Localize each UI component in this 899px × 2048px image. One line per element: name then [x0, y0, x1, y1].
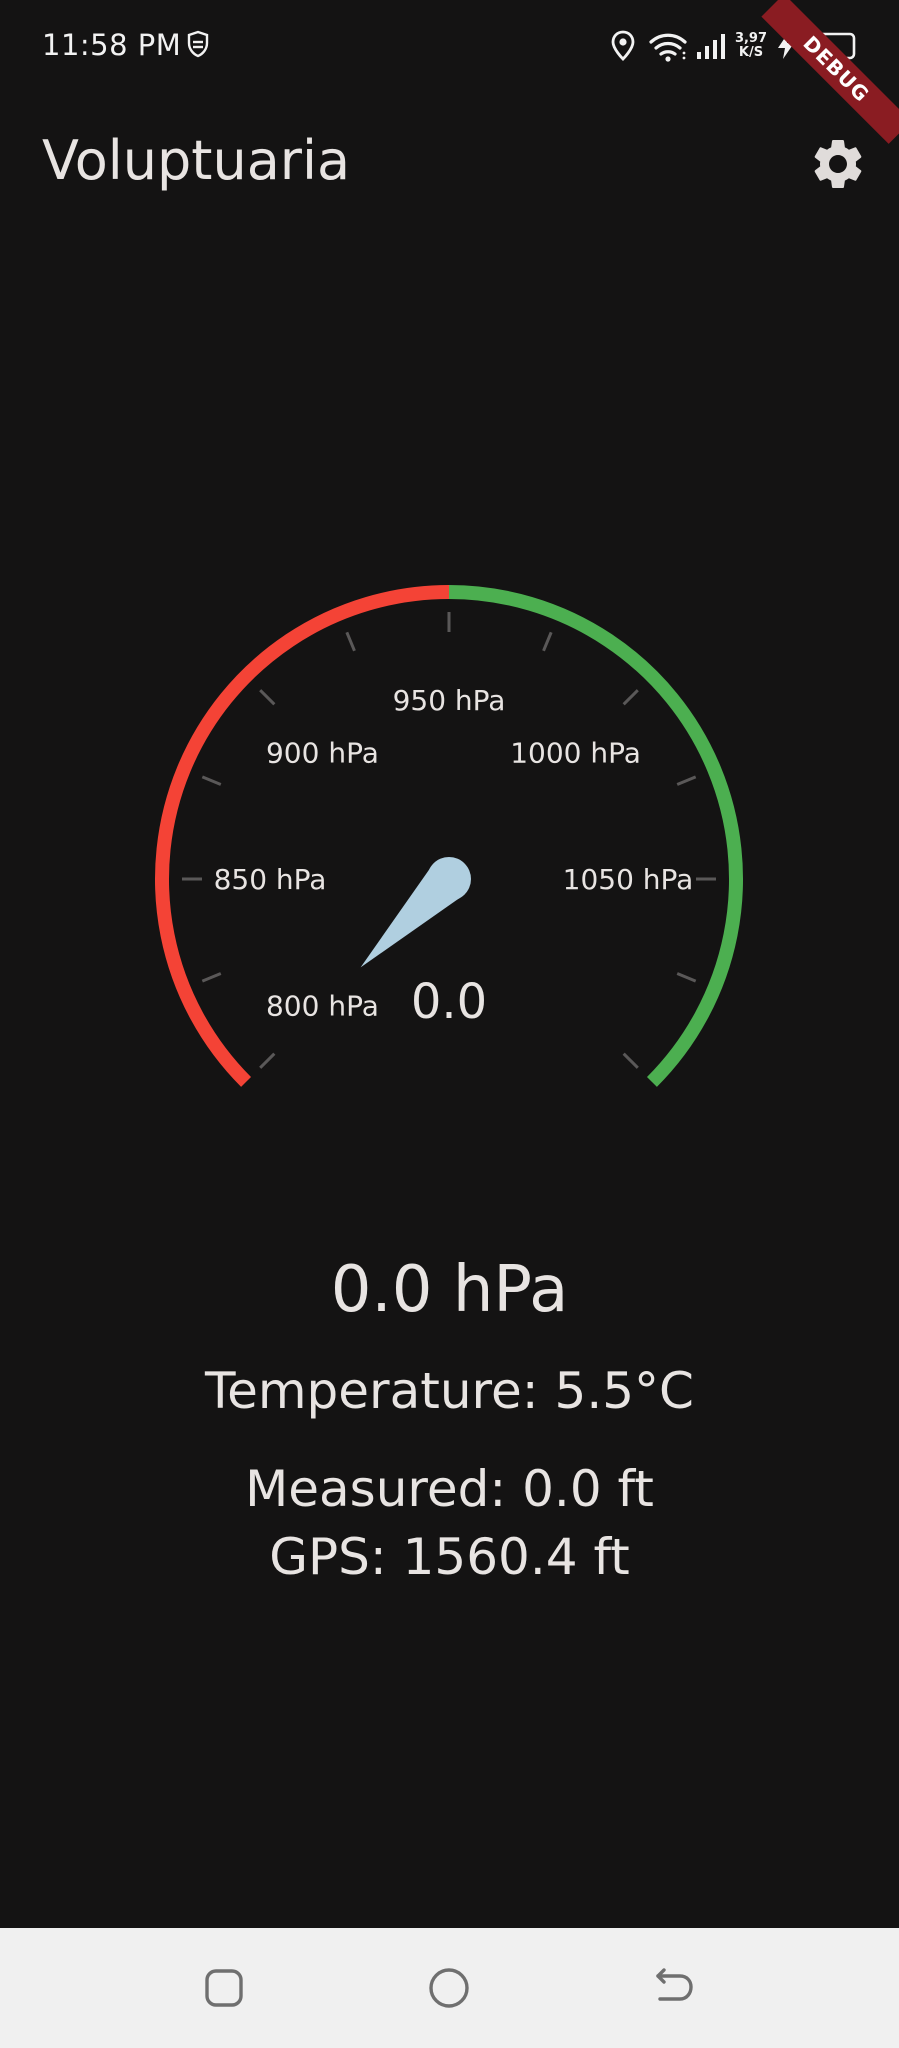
shield-icon — [187, 30, 209, 58]
gauge-tick — [622, 1052, 639, 1069]
navigation-bar — [0, 1928, 899, 2048]
status-bar: 11:58 PM 3,97 K/S — [0, 0, 899, 144]
network-speed: 3,97 K/S — [734, 32, 768, 60]
gauge-ticks — [182, 612, 716, 1069]
app-title: Voluptuaria — [42, 129, 351, 192]
home-button[interactable] — [417, 1956, 481, 2020]
recents-button[interactable] — [192, 1956, 256, 2020]
gauge-tick-label: 850 hPa — [214, 863, 327, 896]
home-icon — [429, 1968, 469, 2008]
temperature-readout: Temperature: 5.5°C — [205, 1362, 694, 1420]
pressure-readout: 0.0 hPa — [330, 1253, 569, 1327]
pressure-gauge: 800 hPa 850 hPa 900 hPa 950 hPa 1000 hPa 1050… — [0, 540, 899, 1140]
gear-icon — [814, 140, 862, 188]
back-button[interactable] — [642, 1956, 706, 2020]
gps-altitude-readout: GPS: 1560.4 ft — [269, 1528, 630, 1586]
signal-icon — [697, 34, 725, 59]
gauge-tick — [676, 972, 697, 983]
settings-button[interactable] — [808, 134, 868, 194]
gauge-tick — [259, 1052, 276, 1069]
gauge-needle — [360, 857, 471, 968]
gauge-arcs — [155, 585, 743, 1087]
gauge-needle-hub — [427, 857, 471, 901]
gauge-tick-label: 950 hPa — [393, 684, 506, 717]
gauge-tick — [201, 972, 222, 983]
gauge-tick — [676, 775, 697, 786]
recents-icon — [205, 1969, 243, 2007]
gauge-low-range-arc — [155, 585, 450, 1087]
gauge-tick — [542, 631, 553, 652]
location-icon — [611, 30, 635, 61]
charging-icon — [778, 33, 794, 59]
network-speed-unit: K/S — [738, 45, 764, 60]
wifi-icon — [649, 33, 687, 62]
gauge-tick-label: 900 hPa — [266, 736, 379, 769]
back-icon — [656, 1968, 693, 2001]
gauge-tick — [259, 689, 276, 706]
status-time: 11:58 PM — [42, 28, 182, 62]
gauge-tick — [345, 631, 356, 652]
gauge-tick-label: 800 hPa — [266, 990, 379, 1023]
network-speed-value: 3,97 — [734, 31, 768, 46]
gauge-tick — [622, 689, 639, 706]
gauge-tick — [201, 775, 222, 786]
gauge-high-range-arc — [448, 585, 743, 1087]
gauge-tick-label: 1050 hPa — [563, 863, 694, 896]
debug-banner: DEBUG — [761, 0, 899, 144]
gauge-value-text: 0.0 — [411, 974, 487, 1030]
gauge-tick-label: 1000 hPa — [510, 736, 641, 769]
measured-altitude-readout: Measured: 0.0 ft — [245, 1460, 654, 1518]
